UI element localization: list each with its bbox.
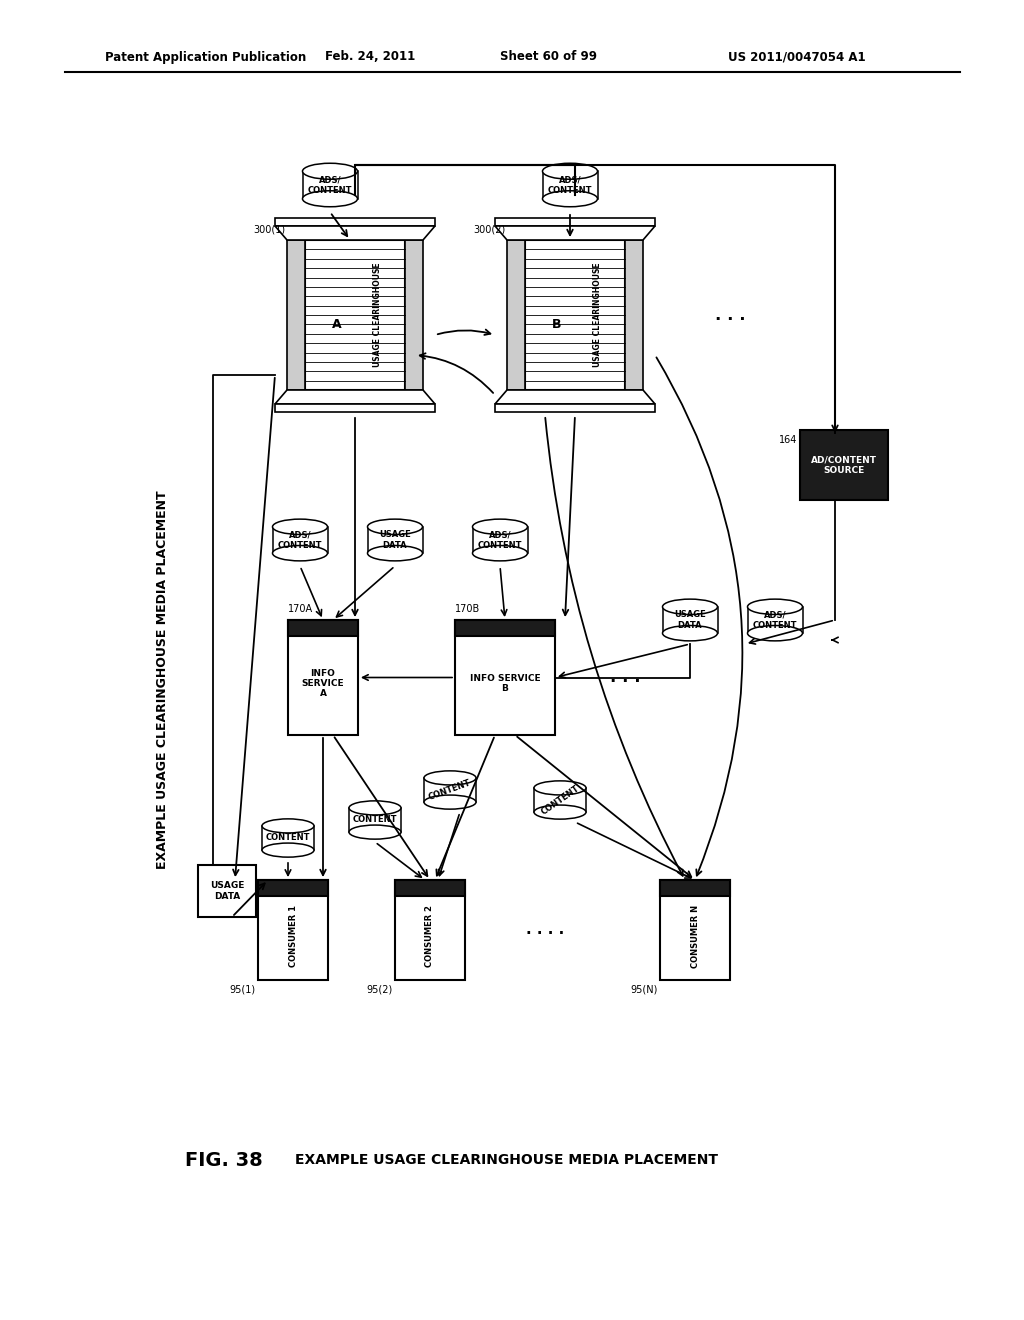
Ellipse shape [472, 519, 527, 535]
Ellipse shape [349, 801, 401, 814]
Bar [525, 240, 625, 389]
Text: CONTENT: CONTENT [266, 833, 310, 842]
Bar [258, 880, 328, 896]
Text: Patent Application Publication: Patent Application Publication [105, 50, 306, 63]
Ellipse shape [349, 825, 401, 840]
Polygon shape [495, 226, 655, 240]
Text: USAGE
DATA: USAGE DATA [210, 882, 244, 900]
Text: INFO SERVICE
B: INFO SERVICE B [470, 673, 541, 693]
Text: USAGE
DATA: USAGE DATA [379, 531, 411, 549]
Text: 95(1): 95(1) [229, 985, 256, 995]
Text: CONSUMER 2: CONSUMER 2 [426, 906, 434, 968]
Text: US 2011/0047054 A1: US 2011/0047054 A1 [728, 50, 865, 63]
Bar [395, 880, 465, 979]
Text: Sheet 60 of 99: Sheet 60 of 99 [500, 50, 597, 63]
Bar [800, 430, 888, 500]
Text: 95(N): 95(N) [631, 985, 658, 995]
Bar [534, 788, 586, 812]
Text: EXAMPLE USAGE CLEARINGHOUSE MEDIA PLACEMENT: EXAMPLE USAGE CLEARINGHOUSE MEDIA PLACEM… [295, 1152, 718, 1167]
Bar [395, 880, 465, 896]
Ellipse shape [663, 626, 718, 642]
Text: CONSUMER N: CONSUMER N [690, 904, 699, 968]
Ellipse shape [302, 191, 357, 207]
Bar [275, 218, 435, 226]
Text: CONTENT: CONTENT [428, 779, 472, 801]
Text: 95(2): 95(2) [367, 985, 393, 995]
Text: B: B [552, 318, 562, 331]
Text: 300(2): 300(2) [473, 224, 505, 235]
Bar [275, 404, 435, 412]
Bar [455, 620, 555, 735]
Ellipse shape [543, 164, 597, 180]
Text: 170A: 170A [288, 605, 313, 614]
Text: 300(1): 300(1) [253, 224, 285, 235]
Bar [660, 880, 730, 896]
Bar [258, 880, 328, 979]
Bar [748, 607, 803, 634]
Bar [495, 404, 655, 412]
Bar [663, 607, 718, 634]
Bar [287, 240, 305, 389]
Bar [543, 172, 597, 199]
Text: A: A [332, 318, 342, 331]
Ellipse shape [262, 818, 314, 833]
Bar [368, 527, 423, 553]
Ellipse shape [272, 519, 328, 535]
Text: ADS/
CONTENT: ADS/ CONTENT [478, 531, 522, 549]
Text: USAGE
DATA: USAGE DATA [674, 610, 706, 630]
Text: . . .: . . . [609, 668, 640, 686]
Bar [660, 880, 730, 979]
Bar [455, 620, 555, 636]
Polygon shape [275, 226, 435, 240]
Bar [349, 808, 401, 832]
Ellipse shape [302, 164, 357, 180]
Bar [495, 218, 655, 226]
Text: CONTENT: CONTENT [540, 784, 581, 817]
Bar [198, 865, 256, 917]
Text: ADS/
CONTENT: ADS/ CONTENT [308, 176, 352, 195]
Ellipse shape [534, 805, 586, 820]
Polygon shape [495, 389, 655, 404]
Bar [507, 240, 525, 389]
Bar [272, 527, 328, 553]
Text: Feb. 24, 2011: Feb. 24, 2011 [325, 50, 415, 63]
Text: AD/CONTENT
SOURCE: AD/CONTENT SOURCE [811, 455, 877, 475]
Ellipse shape [272, 545, 328, 561]
Text: CONTENT: CONTENT [352, 816, 397, 825]
Text: 164: 164 [778, 436, 797, 445]
Text: . . .: . . . [715, 306, 745, 323]
Ellipse shape [748, 626, 803, 642]
Ellipse shape [368, 519, 423, 535]
Text: EXAMPLE USAGE CLEARINGHOUSE MEDIA PLACEMENT: EXAMPLE USAGE CLEARINGHOUSE MEDIA PLACEM… [156, 491, 169, 870]
Bar [302, 172, 357, 199]
Bar [472, 527, 527, 553]
Text: ADS/
CONTENT: ADS/ CONTENT [548, 176, 592, 195]
Text: USAGE CLEARINGHOUSE: USAGE CLEARINGHOUSE [593, 263, 601, 367]
Text: CONSUMER 1: CONSUMER 1 [289, 906, 298, 968]
Bar [424, 777, 476, 803]
Text: ADS/
CONTENT: ADS/ CONTENT [753, 610, 798, 630]
Bar [305, 240, 406, 389]
Ellipse shape [424, 795, 476, 809]
Ellipse shape [472, 545, 527, 561]
Text: ADS/
CONTENT: ADS/ CONTENT [278, 531, 323, 549]
Ellipse shape [368, 545, 423, 561]
Polygon shape [275, 389, 435, 404]
Ellipse shape [543, 191, 597, 207]
Bar [262, 826, 314, 850]
Text: INFO
SERVICE
A: INFO SERVICE A [302, 669, 344, 698]
Text: . . . .: . . . . [526, 923, 564, 937]
Bar [625, 240, 643, 389]
Text: 170B: 170B [455, 605, 480, 614]
Text: USAGE CLEARINGHOUSE: USAGE CLEARINGHOUSE [373, 263, 382, 367]
Ellipse shape [534, 781, 586, 795]
Text: FIG. 38: FIG. 38 [185, 1151, 263, 1170]
Ellipse shape [262, 843, 314, 857]
Ellipse shape [748, 599, 803, 615]
Ellipse shape [424, 771, 476, 785]
Ellipse shape [663, 599, 718, 615]
Bar [288, 620, 358, 636]
Bar [288, 620, 358, 735]
Bar [406, 240, 423, 389]
